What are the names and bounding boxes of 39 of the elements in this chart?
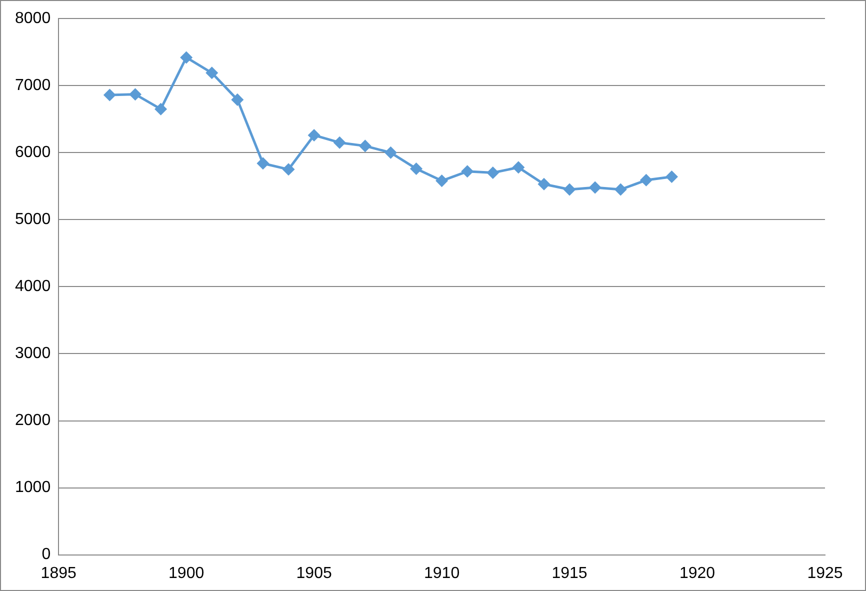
point bbox=[564, 184, 576, 196]
point bbox=[155, 103, 167, 115]
x-tick-label: 1895 bbox=[40, 564, 76, 582]
point bbox=[462, 166, 474, 178]
point bbox=[640, 174, 652, 186]
y-tick-label: 2000 bbox=[15, 412, 51, 430]
x-tick-label: 1910 bbox=[424, 564, 460, 582]
point bbox=[410, 162, 422, 174]
x-tick-label: 1925 bbox=[807, 564, 843, 582]
point bbox=[359, 140, 371, 152]
point bbox=[512, 162, 524, 174]
point bbox=[384, 146, 396, 158]
point bbox=[589, 182, 601, 194]
x-tick-label: 1915 bbox=[552, 564, 588, 582]
point bbox=[614, 184, 626, 196]
point bbox=[436, 175, 448, 187]
point bbox=[282, 164, 294, 176]
y-tick-label: 5000 bbox=[15, 211, 51, 228]
point bbox=[666, 171, 678, 183]
point bbox=[206, 67, 218, 79]
x-tick-label: 1900 bbox=[168, 564, 204, 582]
point bbox=[538, 178, 550, 190]
x-tick-label: 1920 bbox=[679, 564, 716, 582]
y-tick-label: 8000 bbox=[15, 10, 51, 28]
point bbox=[104, 89, 116, 101]
y-tick-label: 6000 bbox=[15, 144, 51, 162]
point bbox=[257, 158, 269, 170]
y-tick-label: 7000 bbox=[15, 77, 51, 94]
y-tick-label: 0 bbox=[42, 546, 51, 564]
point bbox=[232, 94, 244, 106]
point bbox=[334, 136, 346, 148]
point bbox=[308, 129, 320, 141]
y-tick-label: 4000 bbox=[15, 278, 51, 296]
point bbox=[180, 52, 192, 64]
x-tick-label: 1905 bbox=[296, 564, 332, 582]
y-tick-label: 1000 bbox=[15, 479, 51, 496]
point bbox=[487, 167, 499, 179]
y-tick-label: 3000 bbox=[15, 345, 51, 362]
point bbox=[129, 88, 141, 100]
